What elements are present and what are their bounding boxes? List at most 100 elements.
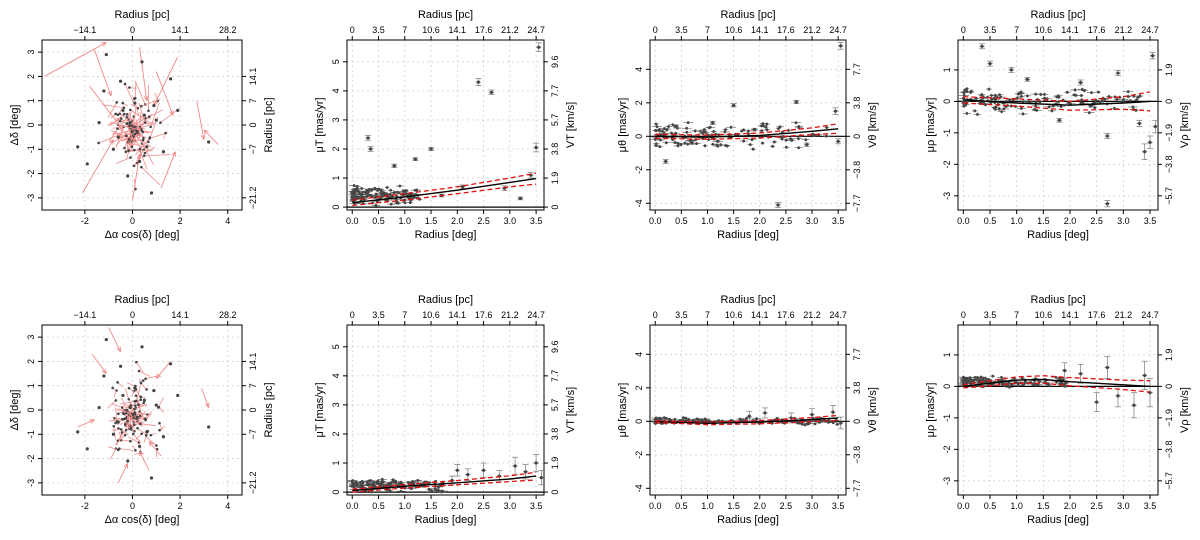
right-tick-label: 9.6 — [550, 341, 560, 354]
data-point — [366, 136, 370, 140]
vector-arrow — [139, 47, 148, 101]
x-tick-label: 2.0 — [1064, 216, 1077, 226]
vector-arrow — [131, 134, 142, 147]
data-point — [1038, 380, 1041, 383]
data-point — [1016, 96, 1019, 100]
vector-arrow — [119, 400, 135, 405]
top-tick-label: 7 — [402, 25, 407, 35]
x-tick-label: 3.5 — [832, 216, 845, 226]
right-tick-label: 0 — [248, 407, 258, 412]
top-tick-label: 21.2 — [1115, 25, 1133, 35]
data-point — [1059, 105, 1063, 108]
data-point — [1043, 96, 1047, 100]
vector-arrow — [130, 109, 152, 124]
vector-arrow — [126, 123, 134, 140]
panel-r2c1: -2 0 2 4 -3 -2 -1 0 1 2 3 −14.1 0 14.1 28.2 −21.2 −7 0 7 14… — [9, 294, 275, 526]
top-tick-label: 14.1 — [449, 25, 467, 35]
right-tick-label: 0 — [852, 134, 862, 139]
right-tick-label: 5.7 — [550, 114, 560, 127]
star-point — [161, 435, 166, 439]
y-tick-label: -2 — [634, 451, 644, 459]
y-axis-label: Δδ [deg] — [9, 390, 21, 431]
data-point — [1135, 98, 1139, 102]
data-point — [813, 422, 817, 426]
top-tick-label: 14.1 — [751, 25, 769, 35]
star-point — [121, 393, 125, 398]
data-point — [1019, 90, 1023, 94]
plot-frame — [346, 39, 545, 211]
star-point — [116, 420, 120, 424]
star-point — [158, 428, 161, 432]
top-tick-label: 0 — [653, 310, 658, 320]
data-point — [716, 139, 720, 143]
right-tick-label: −3.8 — [1164, 440, 1174, 458]
data-point — [664, 159, 668, 164]
x-tick-label: 0.5 — [984, 501, 997, 511]
data-point — [524, 470, 528, 474]
data-point — [377, 187, 381, 191]
star-point — [116, 135, 120, 139]
star-point — [138, 414, 142, 418]
vector-arrow — [77, 419, 95, 428]
fit-line — [963, 378, 1151, 388]
star-point — [123, 433, 127, 437]
data-point — [370, 194, 374, 198]
vector-arrow — [109, 448, 117, 460]
data-point — [368, 188, 371, 192]
top-tick-label: 10.6 — [1035, 310, 1053, 320]
plot-frame — [649, 324, 847, 496]
data-point — [1048, 384, 1051, 388]
data-point — [962, 93, 966, 97]
x-tick-label: -2 — [81, 501, 89, 511]
star-point — [144, 377, 147, 381]
star-point — [116, 113, 120, 117]
x-axis-label: Radius [deg] — [1027, 514, 1089, 526]
star-point — [141, 379, 145, 383]
data-point — [797, 137, 800, 141]
x-tick-label: 1.0 — [399, 501, 412, 511]
data-point — [1035, 108, 1039, 112]
data-point — [703, 144, 707, 148]
y-axis-label: μθ [mas/yr] — [617, 383, 629, 438]
star-point — [147, 140, 150, 144]
data-point — [1020, 376, 1024, 380]
fit-line — [352, 475, 537, 492]
star-point — [144, 121, 147, 124]
data-point — [437, 488, 440, 492]
vector-arrow — [138, 404, 144, 420]
confidence-upper — [655, 123, 839, 136]
data-point — [748, 143, 752, 147]
star-point — [125, 134, 128, 138]
star-point — [128, 108, 132, 112]
data-point — [352, 190, 355, 194]
arrow-head — [123, 463, 129, 469]
data-layer — [347, 42, 544, 208]
star-point — [157, 405, 161, 409]
star-point — [126, 174, 130, 178]
data-point — [537, 45, 541, 49]
data-point — [1079, 372, 1083, 376]
data-point — [824, 134, 828, 138]
vector-arrow — [108, 327, 121, 352]
star-point — [139, 104, 143, 108]
y-axis-label: μρ [mas/yr] — [925, 98, 937, 153]
star-point — [124, 411, 128, 415]
confidence-lower — [352, 479, 537, 493]
data-point — [962, 104, 966, 108]
star-point — [124, 422, 127, 426]
data-point — [373, 485, 377, 488]
top-axis-label: Radius [pc] — [720, 294, 775, 306]
top-tick-label: 21.2 — [501, 25, 519, 35]
right-tick-label: 3.8 — [852, 382, 862, 395]
data-point — [1131, 105, 1135, 109]
data-layer — [76, 327, 211, 484]
right-axis-label: Vθ [km/s] — [867, 387, 879, 433]
data-point — [771, 144, 775, 148]
data-point — [964, 377, 968, 380]
data-point — [984, 103, 987, 107]
y-axis-label: μρ [mas/yr] — [925, 383, 937, 438]
x-tick-label: 1.0 — [701, 216, 714, 226]
data-point — [968, 382, 972, 385]
vector-arrow — [124, 83, 136, 106]
data-point — [984, 379, 988, 383]
